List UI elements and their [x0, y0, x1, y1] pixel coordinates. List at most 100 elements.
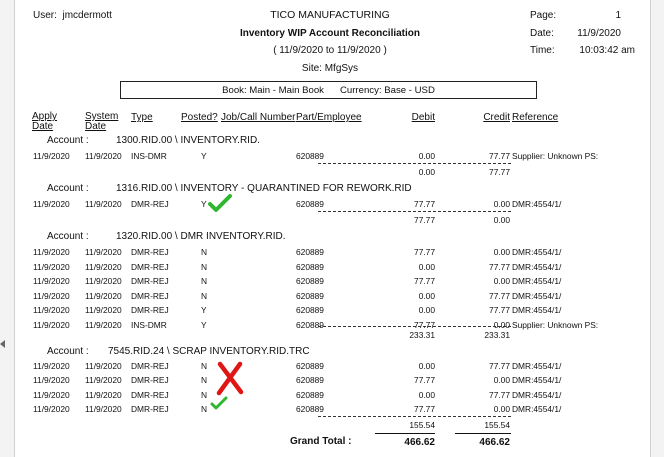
grand-total-label: Grand Total :	[290, 436, 352, 447]
cell-debit: 77.77	[414, 247, 435, 257]
cell-part: 620889	[296, 390, 324, 400]
col-job: Job/Call Number	[221, 112, 296, 123]
cell-posted: N	[201, 375, 208, 385]
subtotal-credit: 77.77	[489, 167, 510, 177]
user-label: User:	[33, 10, 57, 21]
subtotal-debit: 0.00	[418, 167, 435, 177]
cell-type: DMR-REJ	[131, 247, 169, 257]
site-name: Site: MfgSys	[301, 63, 359, 74]
green-check-icon	[208, 194, 232, 212]
cell-apply-date: 11/9/2020	[33, 247, 70, 257]
cell-posted: Y	[201, 305, 207, 315]
cell-reference: Supplier: Unknown PS:	[512, 320, 599, 330]
cell-system-date: 11/9/2020	[85, 247, 122, 257]
cell-posted: N	[201, 404, 208, 414]
green-check-icon	[210, 396, 228, 410]
cell-type: DMR-REJ	[131, 291, 169, 301]
cell-apply-date: 11/9/2020	[33, 390, 70, 400]
date-range: ( 11/9/2020 to 11/9/2020 )	[273, 45, 387, 56]
cell-type: INS-DMR	[131, 320, 167, 330]
cell-reference: DMR:4554/1/	[512, 404, 562, 414]
cell-debit: 0.00	[418, 262, 435, 272]
cell-debit: 77.77	[414, 276, 435, 286]
cell-credit: 0.00	[493, 375, 510, 385]
cell-reference: Supplier: Unknown PS:	[512, 151, 599, 161]
cell-posted: N	[201, 361, 208, 371]
account-label: Account :	[47, 346, 89, 357]
cell-posted: N	[201, 276, 208, 286]
subtotal-rule	[318, 211, 511, 212]
cell-credit: 0.00	[493, 320, 510, 330]
user-name: jmcdermott	[62, 10, 112, 21]
cell-apply-date: 11/9/2020	[33, 404, 70, 414]
subtotal-rule	[318, 416, 511, 417]
cell-reference: DMR:4554/1/	[512, 247, 562, 257]
cell-credit: 77.77	[489, 262, 510, 272]
col-system-date: System Date	[85, 111, 119, 132]
book-currency-box: Book: Main - Main Book Currency: Base - …	[120, 81, 537, 99]
cell-reference: DMR:4554/1/	[512, 276, 562, 286]
cell-posted: N	[201, 291, 208, 301]
cell-part: 620889	[296, 262, 324, 272]
cell-type: DMR-REJ	[131, 404, 169, 414]
col-part: Part/Employee	[296, 112, 362, 123]
cell-credit: 77.77	[489, 291, 510, 301]
grand-total-debit: 466.62	[404, 437, 435, 448]
cell-system-date: 11/9/2020	[85, 276, 122, 286]
account-label: Account :	[47, 183, 89, 194]
cell-debit: 0.00	[418, 390, 435, 400]
grand-total-credit: 466.62	[479, 437, 510, 448]
cell-part: 620889	[296, 247, 324, 257]
cell-part: 620889	[296, 320, 324, 330]
cell-debit: 77.77	[414, 199, 435, 209]
account-name: 1300.RID.00 \ INVENTORY.RID.	[116, 135, 260, 146]
account-name: 7545.RID.24 \ SCRAP INVENTORY.RID.TRC	[108, 346, 310, 357]
cell-posted: Y	[201, 320, 207, 330]
report-title: Inventory WIP Account Reconciliation	[239, 28, 421, 39]
col-type: Type	[131, 112, 153, 123]
subtotal-credit: 0.00	[493, 215, 510, 225]
cell-credit: 0.00	[493, 276, 510, 286]
cell-credit: 0.00	[493, 247, 510, 257]
cell-reference: DMR:4554/1/	[512, 390, 562, 400]
col-credit: Credit	[483, 112, 510, 123]
subtotal-rule	[318, 163, 511, 164]
user-line: User: jmcdermott	[33, 10, 112, 21]
cell-part: 620889	[296, 404, 324, 414]
cell-credit: 77.77	[489, 305, 510, 315]
cell-type: INS-DMR	[131, 151, 167, 161]
cell-type: DMR-REJ	[131, 276, 169, 286]
report-date: 11/9/2020	[577, 28, 621, 39]
scroll-left-arrow[interactable]	[0, 340, 5, 348]
cell-part: 620889	[296, 199, 324, 209]
cell-reference: DMR:4554/1/	[512, 199, 562, 209]
cell-posted: Y	[201, 151, 207, 161]
cell-apply-date: 11/9/2020	[33, 262, 70, 272]
page-label: Page:	[530, 10, 557, 21]
cell-system-date: 11/9/2020	[85, 375, 122, 385]
account-name: 1320.RID.00 \ DMR INVENTORY.RID.	[116, 231, 286, 242]
subtotal-debit: 77.77	[414, 215, 435, 225]
cell-reference: DMR:4554/1/	[512, 262, 562, 272]
cell-apply-date: 11/9/2020	[33, 305, 70, 315]
cell-credit: 0.00	[493, 404, 510, 414]
time-label: Time:	[530, 45, 555, 56]
col-posted: Posted?	[181, 112, 218, 123]
cell-part: 620889	[296, 361, 324, 371]
book-text: Book: Main - Main Book	[222, 84, 324, 96]
currency-text: Currency: Base - USD	[339, 84, 435, 96]
cell-apply-date: 11/9/2020	[33, 361, 70, 371]
cell-reference: DMR:4554/1/	[512, 375, 562, 385]
cell-reference: DMR:4554/1/	[512, 305, 562, 315]
cell-system-date: 11/9/2020	[85, 291, 122, 301]
account-label: Account :	[47, 231, 89, 242]
cell-debit: 77.77	[414, 404, 435, 414]
cell-apply-date: 11/9/2020	[33, 375, 70, 385]
subtotal-credit: 155.54	[484, 420, 510, 430]
cell-reference: DMR:4554/1/	[512, 361, 562, 371]
page-number: 1	[615, 10, 621, 21]
cell-credit: 77.77	[489, 151, 510, 161]
cell-debit: 0.00	[418, 291, 435, 301]
report-time: 10:03:42 am	[579, 45, 635, 56]
subtotal-debit: 233.31	[409, 330, 435, 340]
